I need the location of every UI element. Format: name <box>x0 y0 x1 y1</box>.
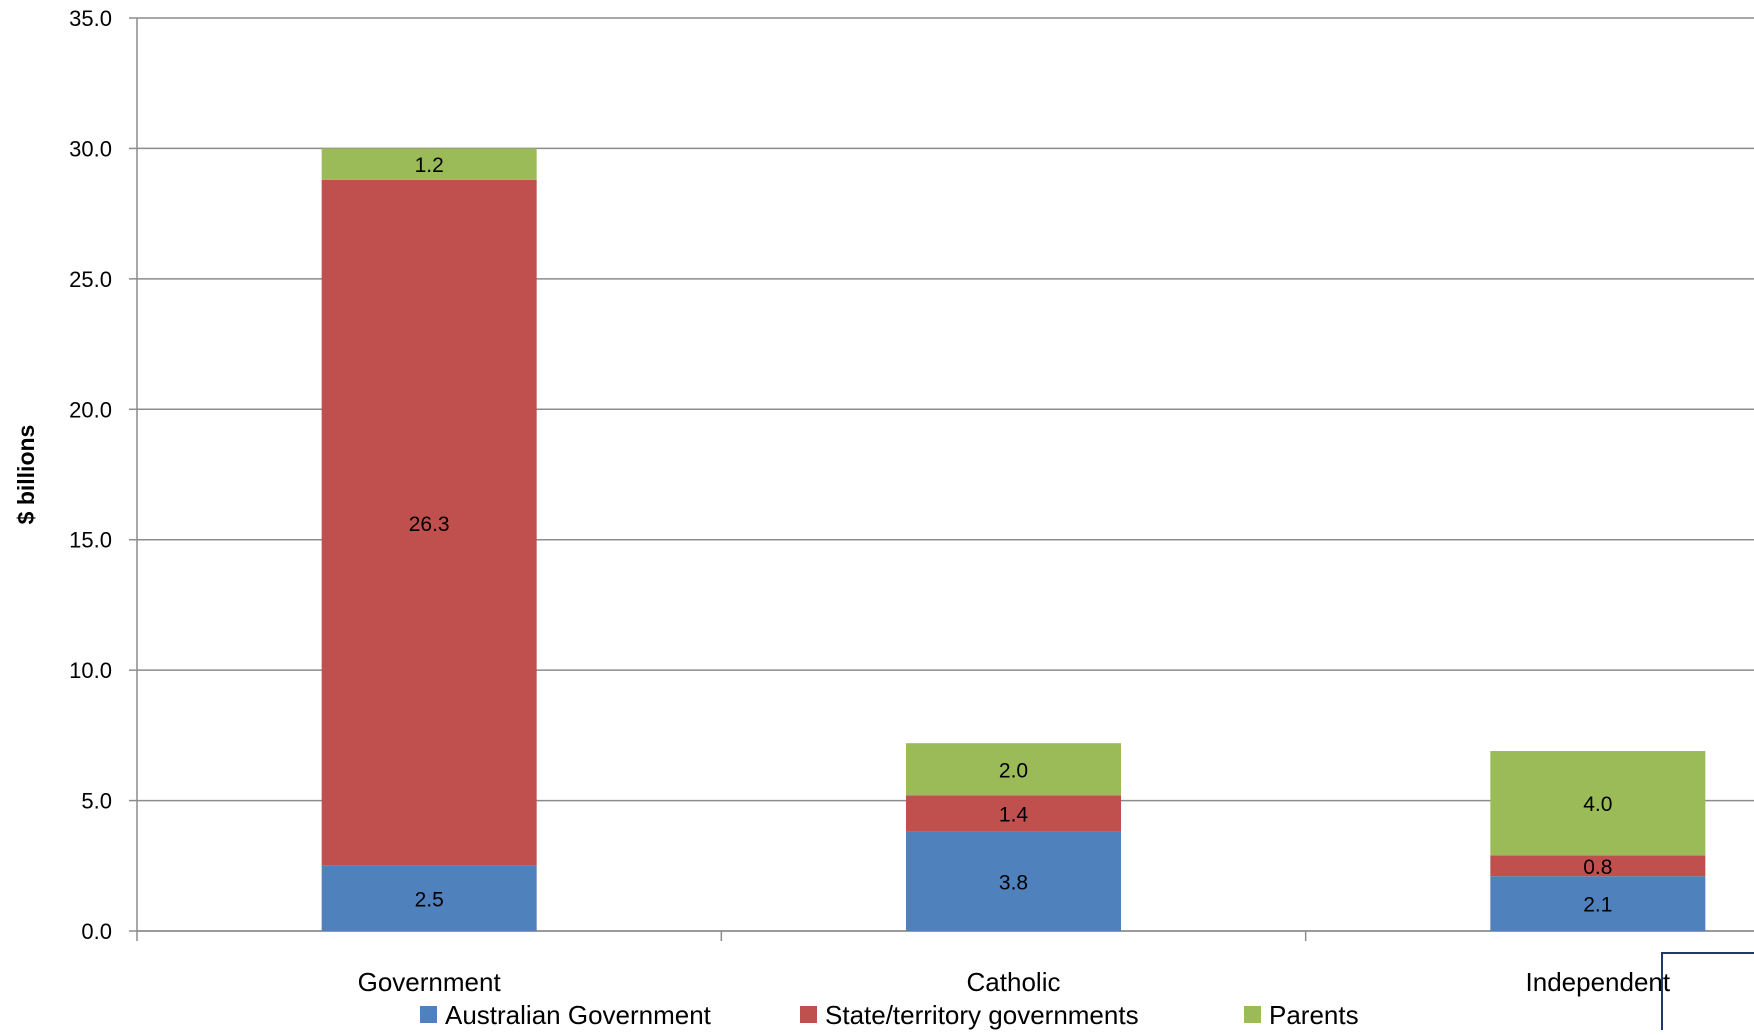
bar-segment <box>1490 876 1706 931</box>
bar-segment <box>906 831 1121 931</box>
y-tick-label: 20.0 <box>69 397 112 422</box>
y-tick-label: 35.0 <box>69 6 112 31</box>
bar-segment <box>906 743 1121 796</box>
legend-swatch <box>1244 1006 1261 1023</box>
bar-segment <box>321 148 537 180</box>
data-label: 2.1 <box>1583 894 1612 917</box>
data-label: 4.0 <box>1583 793 1612 816</box>
data-label: 0.8 <box>1583 856 1612 879</box>
y-tick-label: 0.0 <box>81 919 112 944</box>
bar-segment <box>1490 751 1706 856</box>
x-category-label: Catholic <box>967 967 1061 997</box>
data-label: 2.5 <box>415 888 444 911</box>
bar-segment <box>321 865 537 931</box>
y-tick-label: 30.0 <box>69 136 112 161</box>
legend-swatch <box>420 1006 437 1023</box>
legend-label: Australian Government <box>445 1000 712 1030</box>
data-label: 1.4 <box>999 804 1029 827</box>
corner-box-decoration <box>1661 952 1754 1030</box>
y-tick-label: 5.0 <box>81 789 112 814</box>
data-label: 1.2 <box>415 154 444 177</box>
bar-segment <box>1490 855 1706 877</box>
bar-segment <box>906 795 1121 832</box>
bar-segment <box>321 179 537 866</box>
data-label: 2.0 <box>999 759 1028 782</box>
legend-label: State/territory governments <box>825 1000 1139 1030</box>
y-tick-label: 25.0 <box>69 267 112 292</box>
legend-swatch <box>800 1006 817 1023</box>
x-category-label: Independent <box>1526 967 1671 997</box>
y-tick-label: 15.0 <box>69 528 112 553</box>
y-tick-label: 10.0 <box>69 658 112 683</box>
legend-label: Parents <box>1269 1000 1359 1030</box>
data-label: 3.8 <box>999 871 1028 894</box>
y-axis-title: $ billions <box>13 425 39 525</box>
x-category-label: Government <box>358 967 502 997</box>
data-label: 26.3 <box>409 513 450 536</box>
